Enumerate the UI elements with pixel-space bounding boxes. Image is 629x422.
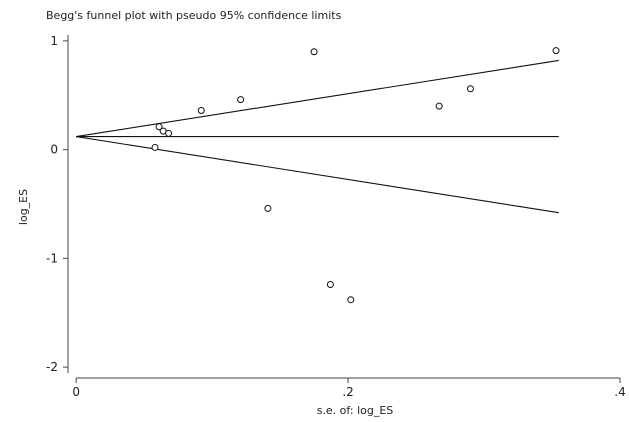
study-point <box>552 47 560 55</box>
data-points <box>151 47 560 304</box>
y-tick-label: -1 <box>46 251 58 265</box>
plot-area <box>76 47 560 304</box>
study-point <box>326 280 334 288</box>
y-tick-label: 0 <box>50 143 58 157</box>
y-tick-label: -2 <box>46 360 58 374</box>
axes: 1 0 -1 -2 0 .2 .4 <box>46 34 626 399</box>
study-point <box>155 123 163 131</box>
study-point <box>435 102 443 110</box>
x-tick-label: .4 <box>614 385 625 399</box>
x-tick-label: .2 <box>342 385 353 399</box>
study-point <box>466 85 474 93</box>
upper-confidence-limit-line <box>76 59 559 138</box>
x-axis-label: s.e. of: log_ES <box>317 404 394 417</box>
study-point <box>197 106 205 114</box>
study-point <box>347 296 355 304</box>
y-axis-ticks: 1 0 -1 -2 <box>46 34 68 374</box>
x-axis-ticks: 0 .2 .4 <box>72 378 626 399</box>
study-point <box>151 143 159 151</box>
x-tick-label: 0 <box>72 385 80 399</box>
study-point <box>264 204 272 212</box>
study-point <box>165 129 173 137</box>
study-point <box>237 96 245 104</box>
study-point <box>310 48 318 56</box>
y-axis-label: log_ES <box>17 189 30 225</box>
y-tick-label: 1 <box>50 34 58 48</box>
chart-title: Begg's funnel plot with pseudo 95% confi… <box>46 9 342 22</box>
